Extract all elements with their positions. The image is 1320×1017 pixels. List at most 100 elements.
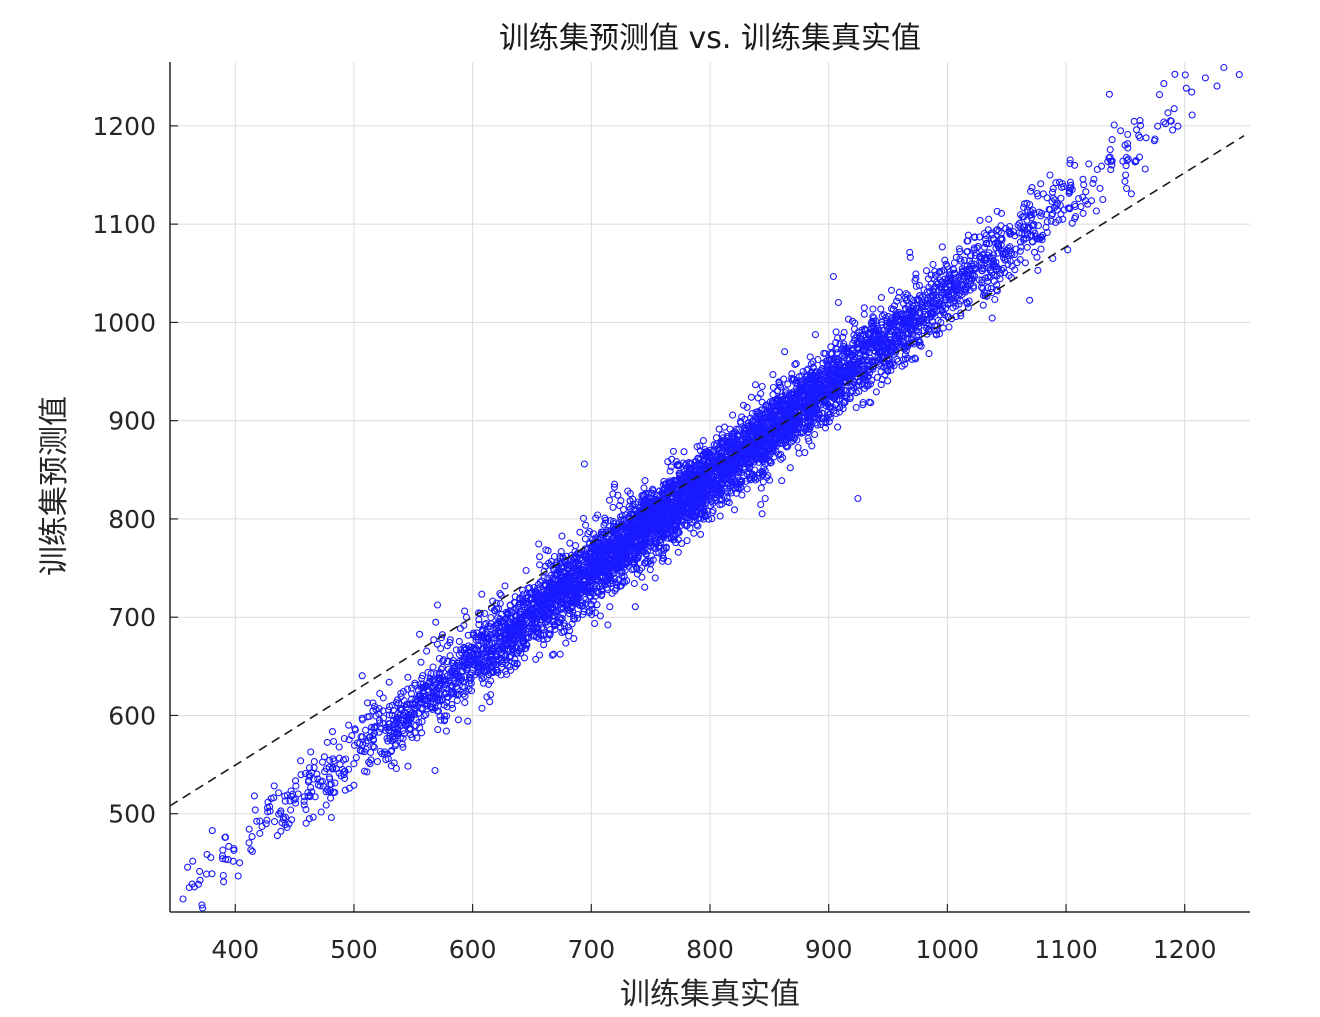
scatter-point [1182, 72, 1188, 78]
scatter-point [998, 223, 1004, 229]
scatter-point [759, 384, 765, 390]
scatter-point [1171, 106, 1177, 112]
scatter-point [1099, 163, 1105, 169]
scatter-point [852, 326, 858, 332]
scatter-point [744, 486, 750, 492]
scatter-point [1189, 112, 1195, 118]
scatter-point [226, 843, 232, 849]
scatter-point [1047, 172, 1053, 178]
scatter-point [716, 426, 722, 432]
scatter-point [758, 502, 764, 508]
scatter-point [336, 744, 342, 750]
scatter-point [795, 445, 801, 451]
scatter-point [889, 287, 895, 293]
scatter-point [257, 830, 263, 836]
scatter-point [1170, 127, 1176, 133]
scatter-point [522, 655, 528, 661]
scatter-point [301, 798, 307, 804]
scatter-point [802, 450, 808, 456]
scatter-point [479, 705, 485, 711]
scatter-point [770, 372, 776, 378]
scatter-point [992, 297, 998, 303]
scatter-point [642, 584, 648, 590]
scatter-point [647, 567, 653, 573]
scatter-point [855, 496, 861, 502]
scatter-point [386, 679, 392, 685]
scatter-point [1236, 72, 1242, 78]
scatter-point [251, 793, 257, 799]
scatter-point [684, 538, 690, 544]
scatter-point [359, 673, 365, 679]
scatter-point [272, 819, 278, 825]
scatter-point [930, 262, 936, 268]
scatter-point [980, 302, 986, 308]
scatter-point [861, 305, 867, 311]
scatter-point [1022, 260, 1028, 266]
scatter-point [298, 758, 304, 764]
scatter-point [197, 868, 203, 874]
scatter-point [878, 306, 884, 312]
scatter-point [869, 377, 875, 383]
scatter-point [605, 622, 611, 628]
scatter-point [1137, 135, 1143, 141]
scatter-point [1124, 186, 1130, 192]
scatter-point [698, 531, 704, 537]
scatter-point [434, 641, 440, 647]
scatter-point [417, 631, 423, 637]
scatter-point [1214, 83, 1220, 89]
scatter-point [462, 700, 468, 706]
scatter-point [487, 699, 493, 705]
scatter-point [320, 759, 326, 765]
scatter-point [249, 848, 255, 854]
scatter-point [1109, 137, 1115, 143]
scatter-point [308, 749, 314, 755]
scatter-point [523, 568, 529, 574]
scatter-point [438, 717, 444, 723]
scatter-point [913, 271, 919, 277]
scatter-point [310, 814, 316, 820]
scatter-point [732, 507, 738, 513]
scatter-point [762, 496, 768, 502]
scatter-point [432, 768, 438, 774]
scatter-point [1097, 185, 1103, 191]
scatter-point [567, 540, 573, 546]
scatter-point [393, 766, 399, 772]
scatter-point [328, 795, 334, 801]
scatter-point [1189, 89, 1195, 95]
scatter-point [246, 826, 252, 832]
scatter-point [237, 860, 243, 866]
scatter-point [1123, 172, 1129, 178]
scatter-point [447, 653, 453, 659]
scatter-point [1118, 128, 1124, 134]
scatter-point [185, 864, 191, 870]
scatter-point [1093, 208, 1099, 214]
scatter-point [363, 727, 369, 733]
scatter-point [502, 583, 508, 589]
scatter-point [583, 522, 589, 528]
scatter-point [1024, 244, 1030, 250]
scatter-point [1058, 195, 1064, 201]
scatter-point [1183, 85, 1189, 91]
scatter-point [537, 554, 543, 560]
scatter-point [246, 840, 252, 846]
scatter-point [1202, 75, 1208, 81]
scatter-point [1221, 65, 1227, 71]
scatter-point [1131, 118, 1137, 124]
scatter-point [271, 783, 277, 789]
scatter-point [665, 559, 671, 565]
scatter-point [730, 412, 736, 418]
scatter-point [607, 604, 613, 610]
scatter-points [180, 65, 1242, 912]
scatter-point [977, 217, 983, 223]
scatter-point [430, 664, 436, 670]
scatter-point [252, 807, 258, 813]
scatter-point [1157, 92, 1163, 98]
scatter-point [681, 449, 687, 455]
scatter-point [557, 651, 563, 657]
scatter-point [577, 529, 583, 535]
scatter-point [1142, 166, 1148, 172]
scatter-point [670, 448, 676, 454]
scatter-point [1165, 110, 1171, 116]
scatter-point [582, 536, 588, 542]
